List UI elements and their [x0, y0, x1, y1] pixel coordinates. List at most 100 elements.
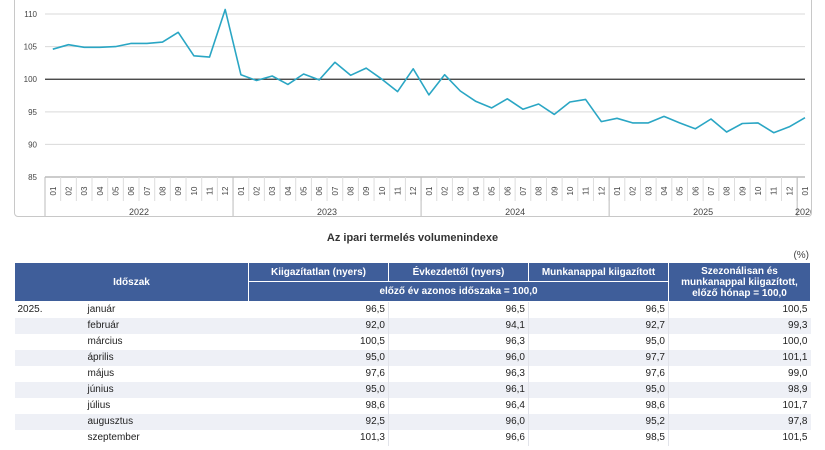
cell-unadjusted: 92,0: [248, 318, 389, 334]
x-month-label: 12: [221, 186, 230, 195]
row-month: szeptember: [87, 432, 140, 443]
header-subheading: előző év azonos időszaka = 100,0: [248, 281, 669, 302]
cell-workday-adjusted: 96,5: [528, 301, 669, 318]
x-month-label: 06: [691, 186, 700, 195]
cell-ytd: 96,5: [388, 301, 529, 318]
x-year-label: 2024: [505, 207, 525, 216]
table-row: június 95,0 96,1 95,0 98,9: [14, 382, 811, 398]
x-month-label: 10: [190, 186, 199, 195]
row-year: [14, 350, 85, 366]
row-year: 2025.: [17, 304, 43, 315]
cell-seasonal-adjusted: 99,0: [668, 366, 811, 382]
cell-ytd: 96,3: [388, 334, 529, 350]
cell-workday-adjusted: 95,0: [528, 334, 669, 350]
x-month-label: 02: [629, 186, 638, 195]
x-month-label: 08: [159, 186, 168, 195]
y-tick-label: 100: [24, 75, 38, 84]
x-month-label: 05: [676, 186, 685, 195]
x-month-label: 01: [49, 186, 58, 195]
x-month-label: 11: [394, 186, 403, 195]
y-tick-label: 90: [28, 140, 37, 149]
x-year-label: 2023: [317, 207, 337, 216]
cell-ytd: 96,0: [388, 350, 529, 366]
x-month-label: 09: [362, 186, 371, 195]
x-month-label: 09: [550, 186, 559, 195]
line-chart-panel: 85 90 95 10 0 1 05 110 01 02 03 04 05 06 07 08 09 10 11 12 0…: [14, 0, 812, 217]
x-month-label: 01: [237, 186, 246, 195]
row-month: január: [87, 304, 116, 315]
row-month: március: [87, 336, 123, 347]
cell-seasonal-adjusted: 101,5: [668, 430, 811, 446]
x-month-label: 07: [143, 186, 152, 195]
x-month-label: 08: [535, 186, 544, 195]
x-month-label: 06: [127, 186, 136, 195]
cell-unadjusted: 101,3: [359, 432, 385, 443]
table-title: Az ipari termelés volumenindexe: [326, 232, 499, 244]
x-month-label: 08: [723, 186, 732, 195]
row-month: július: [87, 400, 111, 411]
header-period: Időszak: [14, 262, 249, 302]
cell-unadjusted: 95,0: [248, 382, 389, 398]
x-month-label: 12: [409, 186, 418, 195]
table-row: augusztus 92,5 96,0 95,2 97,8: [14, 414, 811, 430]
row-year: [15, 398, 85, 414]
x-month-label: 06: [315, 186, 324, 195]
header-workday-adjusted: Munkanappal kiigazított: [528, 262, 669, 282]
cell-workday-adjusted: 95,0: [528, 382, 669, 398]
cell-seasonal-adjusted: 99,3: [668, 318, 811, 334]
x-month-label: 09: [738, 186, 747, 195]
row-year: [14, 382, 85, 398]
cell-workday-adjusted: 92,7: [528, 318, 669, 334]
cell-seasonal-adjusted: 97,8: [668, 414, 811, 430]
y-tick-label: 110: [24, 10, 37, 19]
data-table: Időszak Kiigazítatlan (nyers) Évkezdettő…: [14, 262, 811, 446]
table-row: február 92,0 94,1 92,7 99,3: [14, 318, 811, 334]
cell-ytd: 96,6: [388, 430, 529, 446]
x-month-label: 06: [503, 186, 512, 195]
x-month-label: 04: [284, 186, 293, 195]
cell-ytd: 96,4: [388, 398, 529, 414]
series-line: [52, 8, 806, 134]
cell-unadjusted: 95,0: [248, 350, 389, 366]
cell-unadjusted: 92,5: [248, 414, 389, 430]
x-month-label: 05: [300, 186, 309, 195]
row-year: [14, 318, 85, 334]
row-month: május: [87, 368, 115, 379]
x-month-label: 01: [425, 186, 434, 195]
header-unadjusted: Kiigazítatlan (nyers): [248, 262, 389, 282]
cell-ytd: 94,1: [388, 318, 529, 334]
y-tick-label: 95: [28, 108, 37, 117]
cell-unadjusted: 98,6: [365, 400, 385, 411]
cell-workday-adjusted: 98,5: [528, 430, 669, 446]
x-month-label: 02: [253, 186, 262, 195]
x-month-label: 03: [644, 186, 653, 195]
x-month-label: 03: [268, 186, 277, 195]
y-tick-label: 85: [28, 173, 37, 182]
row-month: február: [84, 318, 249, 334]
row-year: [14, 414, 85, 430]
x-month-label: 11: [582, 186, 591, 195]
x-month-label: 05: [112, 186, 121, 195]
x-year-label: 2025: [693, 207, 713, 216]
x-month-label: 10: [378, 186, 387, 195]
table-row: szeptember 101,3 96,6 98,5 101,5: [15, 430, 811, 446]
x-month-label: 07: [707, 186, 716, 195]
x-month-label: 04: [660, 186, 669, 195]
row-year: [15, 366, 85, 382]
x-month-label: 01: [613, 186, 622, 195]
x-month-label: 12: [597, 186, 606, 195]
cell-workday-adjusted: 97,6: [528, 366, 669, 382]
table-row: július 98,6 96,4 98,6 101,7: [15, 398, 811, 414]
x-month-label: 03: [456, 186, 465, 195]
x-month-label: 07: [331, 186, 340, 195]
x-month-label: 02: [441, 186, 450, 195]
cell-unadjusted: 96,5: [365, 304, 385, 315]
x-month-label: 03: [80, 186, 89, 195]
x-month-label: 07: [519, 186, 528, 195]
unit-label: (%): [793, 250, 809, 261]
x-month-label: 05: [488, 186, 497, 195]
cell-ytd: 96,3: [388, 366, 529, 382]
cell-unadjusted: 97,6: [365, 368, 385, 379]
x-year-label: 2022: [129, 207, 149, 216]
x-month-label: 10: [754, 186, 763, 195]
